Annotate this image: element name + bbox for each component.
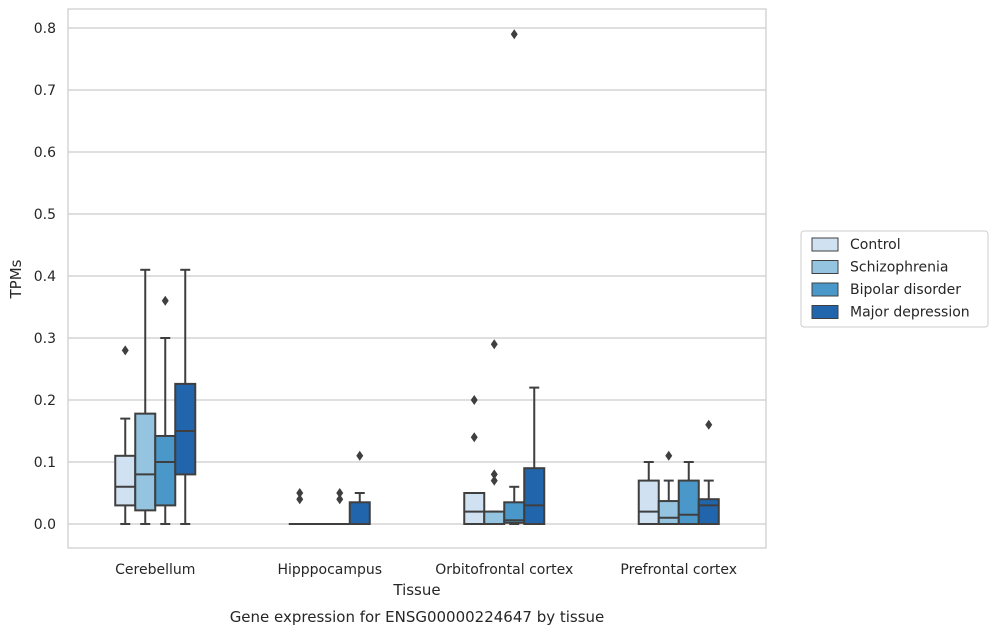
- outlier-point: [470, 395, 478, 405]
- x-axis-ticks: Cerebellum Hipppocampus Orbitofrontal cort…: [115, 562, 737, 578]
- legend: Control Schizophrenia Bipolar disorder Majo…: [800, 230, 989, 328]
- legend-label: Control: [850, 237, 901, 253]
- outlier-point: [336, 494, 344, 505]
- box-body: [523, 467, 546, 526]
- box-body: [483, 510, 506, 526]
- x-tick-label: Orbitofrontal cortex: [435, 562, 573, 578]
- box-schizophrenia: [657, 450, 680, 525]
- outlier-point: [665, 450, 673, 461]
- box-body: [134, 412, 157, 512]
- box-body: [637, 479, 660, 526]
- legend-items: Control Schizophrenia Bipolar disorder Majo…: [811, 237, 970, 321]
- legend-swatch: [811, 282, 839, 297]
- box-bipolar-disorder: [328, 488, 351, 526]
- box-major-depression: [697, 419, 720, 526]
- legend-label: Bipolar disorder: [850, 282, 961, 298]
- box-schizophrenia: [134, 268, 157, 525]
- y-tick-label: 0.1: [34, 455, 56, 471]
- outlier-point: [490, 475, 498, 486]
- outlier-point: [490, 469, 498, 480]
- outlier-point: [336, 488, 344, 498]
- y-tick-label: 0.4: [34, 269, 56, 285]
- box-major-depression: [174, 268, 197, 525]
- x-tick-label: Prefrontal cortex: [620, 562, 737, 578]
- legend-swatch: [811, 305, 839, 319]
- outlier-point: [705, 419, 713, 430]
- box-control: [463, 395, 486, 525]
- y-tick-label: 0.2: [34, 393, 56, 409]
- box-control: [637, 461, 660, 526]
- box-bipolar-disorder: [503, 29, 526, 525]
- box-body: [114, 454, 137, 507]
- y-tick-label: 0.5: [34, 207, 56, 223]
- box-body: [154, 434, 177, 507]
- box-bipolar-disorder: [154, 295, 177, 525]
- legend-swatch: [811, 260, 839, 274]
- x-tick-label: Hipppocampus: [277, 562, 382, 578]
- legend-label: Major depression: [850, 305, 970, 321]
- box-body: [657, 500, 680, 525]
- outlier-point: [161, 295, 169, 306]
- chart-caption: Gene expression for ENSG00000224647 by t…: [230, 608, 605, 626]
- legend-label: Schizophrenia: [850, 260, 948, 276]
- y-tick-label: 0.6: [34, 145, 56, 161]
- outlier-point: [121, 345, 129, 356]
- y-tick-label: 0.0: [34, 517, 56, 533]
- x-axis-title: Tissue: [392, 581, 440, 599]
- box-body: [348, 501, 371, 525]
- y-axis-ticks: 0.0 0.1 0.2 0.3 0.4 0.5 0.6 0.7 0.8: [34, 21, 56, 533]
- outlier-point: [510, 29, 518, 40]
- outlier-point: [296, 494, 304, 505]
- outlier-point: [296, 488, 304, 498]
- box-bipolar-disorder: [677, 461, 700, 526]
- box-major-depression: [523, 386, 546, 526]
- x-tick-label: Cerebellum: [115, 562, 195, 578]
- outlier-point: [356, 450, 364, 461]
- box-control: [288, 488, 311, 526]
- outlier-point: [470, 432, 478, 443]
- box-body: [677, 479, 700, 526]
- legend-swatch: [811, 237, 839, 252]
- box-schizophrenia: [483, 339, 506, 526]
- y-tick-label: 0.7: [34, 83, 56, 99]
- box-control: [114, 345, 137, 525]
- y-tick-label: 0.8: [34, 21, 56, 37]
- y-axis-title: TPMs: [7, 259, 25, 299]
- box-major-depression: [348, 450, 371, 525]
- box-body: [463, 492, 486, 525]
- box-body: [697, 498, 720, 526]
- boxes: [114, 29, 720, 526]
- y-tick-label: 0.3: [34, 331, 56, 347]
- legend-frame: [800, 230, 989, 328]
- plot-area-frame: [67, 8, 767, 549]
- box-body: [174, 382, 197, 476]
- outlier-point: [490, 339, 498, 350]
